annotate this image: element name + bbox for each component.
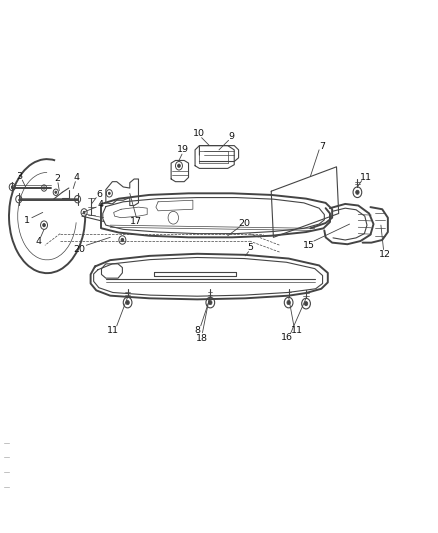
Text: 6: 6 bbox=[96, 190, 102, 199]
Circle shape bbox=[356, 190, 359, 195]
Text: 11: 11 bbox=[360, 173, 372, 182]
Circle shape bbox=[304, 302, 308, 306]
Text: 11: 11 bbox=[107, 326, 119, 335]
Circle shape bbox=[208, 301, 212, 305]
Text: 5: 5 bbox=[247, 244, 253, 253]
Circle shape bbox=[43, 223, 46, 227]
Circle shape bbox=[55, 191, 57, 193]
Text: 12: 12 bbox=[379, 250, 391, 259]
Circle shape bbox=[121, 238, 124, 241]
Text: 17: 17 bbox=[130, 217, 141, 226]
Circle shape bbox=[287, 301, 290, 305]
Text: 10: 10 bbox=[193, 130, 205, 139]
Circle shape bbox=[43, 187, 45, 189]
Text: 15: 15 bbox=[303, 241, 314, 250]
Text: 4: 4 bbox=[98, 200, 104, 209]
Circle shape bbox=[11, 186, 13, 188]
Text: 19: 19 bbox=[177, 146, 189, 155]
Circle shape bbox=[126, 301, 129, 305]
Text: 9: 9 bbox=[228, 132, 234, 141]
Text: 11: 11 bbox=[290, 326, 303, 335]
Circle shape bbox=[109, 192, 110, 195]
Text: 18: 18 bbox=[196, 334, 208, 343]
Text: 20: 20 bbox=[73, 245, 85, 254]
Text: 4: 4 bbox=[73, 173, 79, 182]
Text: 4: 4 bbox=[36, 237, 42, 246]
Circle shape bbox=[178, 164, 180, 167]
Text: 16: 16 bbox=[280, 333, 293, 342]
Text: 3: 3 bbox=[17, 172, 23, 181]
Text: 8: 8 bbox=[194, 326, 200, 335]
Text: 1: 1 bbox=[24, 216, 30, 225]
Text: 2: 2 bbox=[54, 174, 60, 183]
Text: 20: 20 bbox=[238, 219, 250, 228]
Circle shape bbox=[83, 212, 85, 214]
Text: 7: 7 bbox=[319, 142, 325, 151]
